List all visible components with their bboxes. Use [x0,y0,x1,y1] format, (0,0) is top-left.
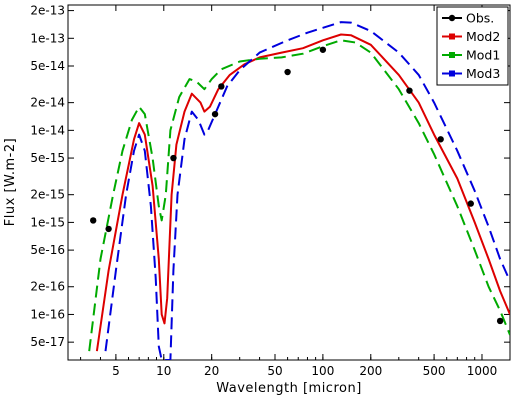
y-tick-label: 5e-17 [30,335,65,349]
y-tick-label: 1e-16 [30,307,65,321]
observations-layer [89,46,504,325]
legend-marker [449,70,455,77]
y-axis-ticks: 5e-17 1e-16 2e-16 5e-16 1e-15 2e-15 5e-15 1e-14… [30,4,510,349]
obs-point [467,200,474,207]
legend-label-mod1: Mod1 [466,48,500,63]
x-tick-label: 5 [112,364,120,378]
y-axis-label: Flux [W.m-2] [3,138,18,226]
legend: Obs. Mod2 Mod1 Mod3 [436,6,509,86]
legend-box [436,6,509,86]
obs-point [218,83,225,90]
y-tick-label: 1e-13 [30,31,65,45]
legend-marker [448,14,456,22]
obs-point [437,136,444,143]
legend-marker [449,52,455,58]
y-tick-label: 1e-14 [30,123,65,137]
x-tick-label: 20 [204,364,219,378]
obs-point [211,110,219,118]
obs-point [105,225,112,233]
y-tick-label: 2e-16 [30,280,65,294]
y-tick-label: 1e-15 [30,215,65,229]
x-tick-label: 10 [156,364,171,378]
series-line-mod1 [88,39,510,352]
x-tick-label: 50 [267,364,282,378]
plot-frame [67,4,511,361]
x-axis-ticks: 5 10 20 50 100 200 500 1000 [80,5,498,378]
obs-point [284,68,291,76]
legend-label-obs: Obs. [466,11,494,26]
legend-marker [449,33,455,40]
y-tick-label: 5e-14 [30,59,65,73]
obs-point [406,87,413,94]
y-tick-label: 2e-13 [30,4,65,18]
x-tick-label: 500 [423,364,446,378]
x-tick-label: 1000 [467,364,498,378]
x-axis-label: Wavelength [micron] [216,381,362,396]
y-tick-label: 2e-15 [30,188,65,202]
obs-point [319,46,327,53]
series-line-mod2 [95,33,510,352]
y-tick-label: 5e-16 [30,243,65,257]
obs-point [89,217,97,224]
series-line-mod3 [104,21,510,360]
x-tick-label: 100 [311,364,334,378]
x-tick-label: 200 [359,364,382,378]
legend-label-mod2: Mod2 [466,29,500,44]
obs-point [496,317,504,325]
legend-label-mod3: Mod3 [466,66,500,81]
series-layer [88,21,510,360]
obs-point [170,154,177,162]
y-tick-label: 5e-15 [30,151,65,165]
y-tick-label: 2e-14 [30,96,65,110]
